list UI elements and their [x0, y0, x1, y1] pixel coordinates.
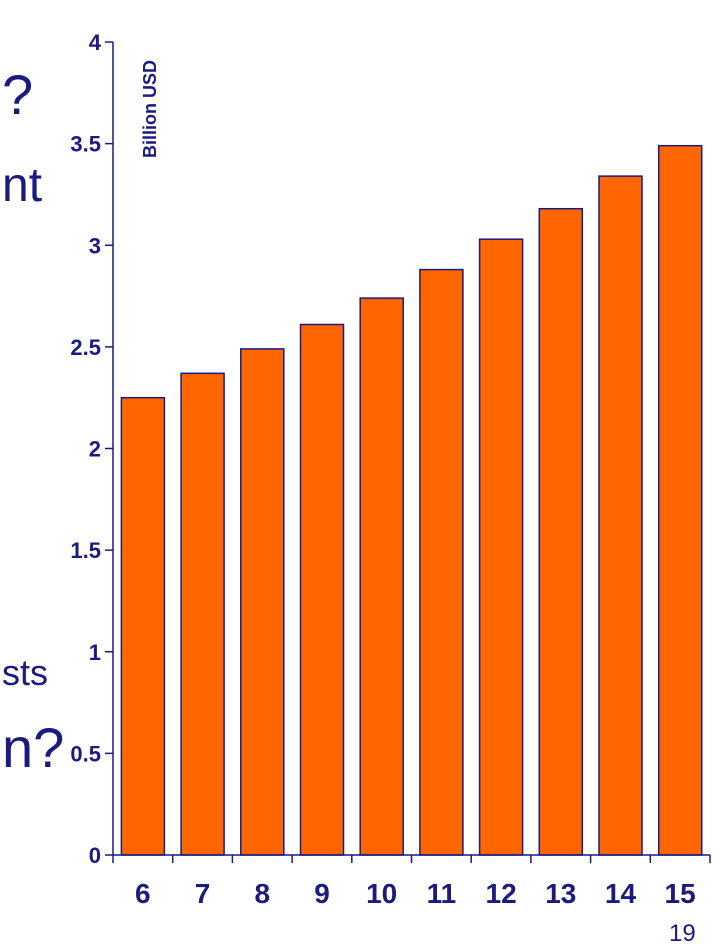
- x-tick-label: 11: [427, 878, 457, 909]
- y-tick-label: 2: [89, 437, 101, 462]
- bar-7: [180, 372, 225, 856]
- bar-10: [359, 297, 404, 856]
- y-tick-label: 3: [89, 233, 101, 258]
- y-tick-label: 1.5: [70, 538, 101, 563]
- bar-8: [240, 348, 285, 856]
- bar-14: [598, 175, 643, 856]
- bar-15: [657, 144, 703, 856]
- y-tick-label: 4: [89, 30, 102, 55]
- bar-6: [120, 396, 166, 856]
- x-tick-label: 15: [665, 878, 696, 909]
- body-fragment-sts: sts: [2, 652, 49, 693]
- page-number: 19: [669, 920, 696, 947]
- y-tick-label: 2.5: [70, 335, 101, 360]
- x-tick-label: 6: [135, 878, 151, 909]
- bar-13: [538, 207, 584, 856]
- title-fragment-nt: nt: [2, 159, 43, 212]
- y-tick-label: 1: [89, 640, 101, 665]
- x-tick-label: 8: [255, 878, 271, 909]
- x-tick-label: 10: [366, 878, 397, 909]
- bar-9: [299, 323, 345, 856]
- y-tick-label: 0: [89, 843, 101, 868]
- x-tick-label: 9: [314, 878, 330, 909]
- y-tick-label: 3.5: [70, 132, 101, 157]
- title-fragment-question: ?: [2, 63, 34, 126]
- body-fragment-n: n?: [2, 716, 65, 779]
- x-tick-label: 13: [545, 878, 576, 909]
- x-tick-label: 7: [195, 878, 211, 909]
- y-tick-label: 0.5: [70, 741, 101, 766]
- y-axis-title: Billion USD: [140, 60, 160, 158]
- bar-11: [419, 268, 464, 856]
- x-tick-label: 14: [605, 878, 637, 909]
- bar-12: [478, 238, 524, 856]
- x-tick-label: 12: [486, 878, 517, 909]
